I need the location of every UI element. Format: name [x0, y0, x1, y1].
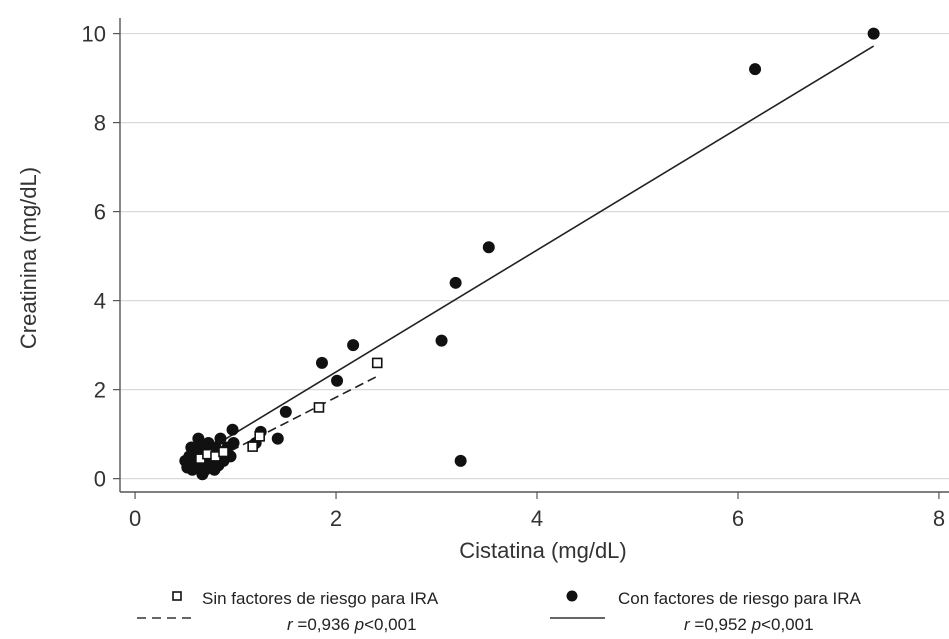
point-series-1-39	[179, 454, 192, 467]
scatter-chart: 0 2 4 6 8 10 0 2 4 6 8 Cistatina (mg/dL) Creatinin…	[16, 18, 949, 563]
p-value: <0,001	[761, 615, 814, 634]
legend-stat-con-factores: r =0,952 p<0,001	[684, 615, 814, 635]
point-series-1-0	[867, 27, 880, 40]
point-series-1-1	[749, 63, 762, 76]
r-symbol: r	[287, 615, 293, 634]
point-series-1-2	[482, 241, 495, 254]
r-value: =0,952	[689, 615, 752, 634]
p-symbol: p	[354, 615, 365, 634]
fit-line-series-1	[199, 45, 875, 455]
r-value: =0,936	[292, 615, 355, 634]
x-tick-label-4: 4	[531, 506, 543, 531]
p-value: <0,001	[364, 615, 417, 634]
x-axis-title: Cistatina (mg/dL)	[459, 538, 627, 563]
point-series-1-6	[347, 339, 360, 352]
point-series-1-3	[449, 276, 462, 289]
point-series-0-3	[371, 357, 383, 369]
x-tick-label-8: 8	[933, 506, 945, 531]
x-tick-label-6: 6	[732, 506, 744, 531]
tick-labels: 0 2 4 6 8 10 0 2 4 6 8	[82, 22, 946, 531]
legend-item-con-factores: Con factores de riesgo para IRA r =0,952…	[500, 584, 949, 639]
y-tick-label-4: 4	[94, 289, 106, 314]
point-series-1-4	[435, 334, 448, 347]
axes	[113, 18, 949, 499]
gridlines	[120, 32, 949, 480]
point-series-1-13	[226, 423, 239, 436]
point-series-1-30	[192, 432, 205, 445]
point-series-0-1	[254, 431, 265, 442]
point-series-1-5	[454, 454, 467, 467]
point-series-0-2	[313, 402, 325, 413]
y-tick-label-2: 2	[94, 378, 106, 403]
solid-line-circle-symbol	[550, 590, 605, 619]
legend-item-sin-factores: Sin factores de riesgo para IRA r =0,936…	[0, 584, 500, 639]
point-series-0-7	[218, 446, 229, 458]
x-tick-label-2: 2	[330, 506, 342, 531]
legend-label-con-factores: Con factores de riesgo para IRA	[618, 589, 861, 608]
dashed-line-square-symbol	[137, 591, 192, 619]
point-series-1-8	[315, 356, 328, 369]
x-tick-label-0: 0	[129, 506, 141, 531]
legend: Sin factores de riesgo para IRA r =0,936…	[0, 584, 949, 639]
point-series-1-7	[331, 374, 344, 387]
y-axis-title: Creatinina (mg/dL)	[16, 167, 41, 349]
legend-label-sin-factores: Sin factores de riesgo para IRA	[202, 589, 439, 608]
p-symbol: p	[751, 615, 762, 634]
fit-lines	[199, 45, 875, 455]
point-series-1-17	[214, 432, 227, 445]
y-tick-label-0: 0	[94, 467, 106, 492]
legend-stat-sin-factores: r =0,936 p<0,001	[287, 615, 417, 635]
data-points	[179, 27, 880, 481]
y-tick-label-6: 6	[94, 200, 106, 225]
point-series-1-10	[271, 432, 284, 445]
y-tick-label-8: 8	[94, 111, 106, 136]
point-series-0-0	[247, 441, 258, 452]
y-tick-label-10: 10	[82, 22, 106, 47]
point-series-1-9	[279, 405, 292, 418]
r-symbol: r	[684, 615, 690, 634]
